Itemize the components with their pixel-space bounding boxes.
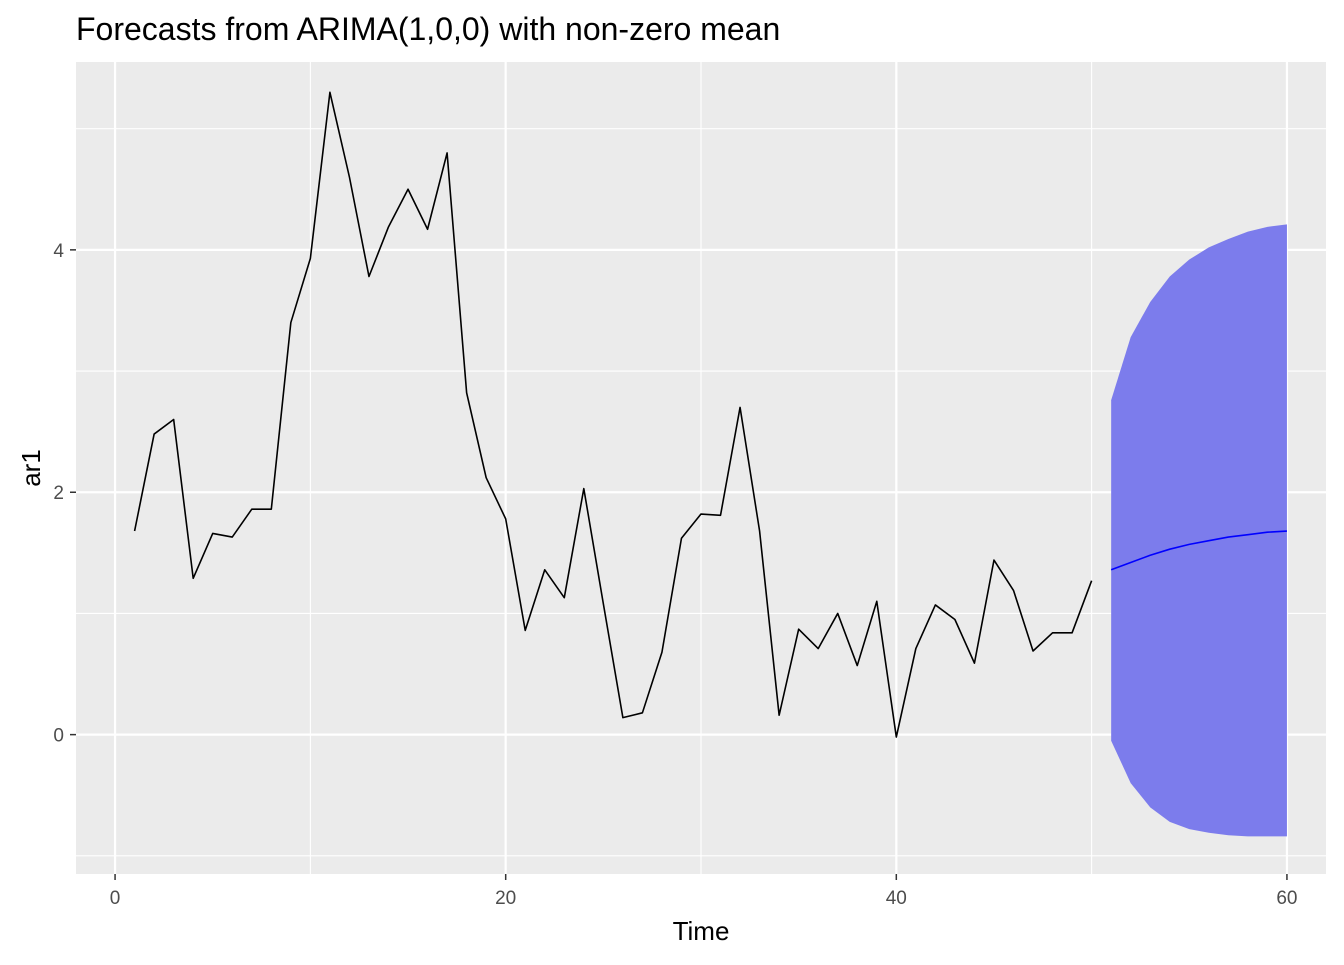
chart-title: Forecasts from ARIMA(1,0,0) with non-zer… bbox=[76, 11, 780, 47]
x-axis-title: Time bbox=[673, 916, 730, 946]
x-tick-label: 0 bbox=[110, 888, 121, 909]
y-axis-title: ar1 bbox=[16, 449, 46, 487]
x-tick-label: 40 bbox=[886, 888, 907, 909]
interval-layer bbox=[1111, 224, 1287, 837]
observed-series-line bbox=[133, 91, 1093, 738]
line-layer bbox=[133, 91, 1287, 738]
x-tick-label: 60 bbox=[1276, 888, 1297, 909]
y-tick-label: 0 bbox=[53, 726, 64, 747]
y-tick-label: 2 bbox=[53, 483, 64, 504]
y-tick-label: 4 bbox=[53, 241, 64, 262]
axis-layer: 0 20 40 60 0 2 4 bbox=[53, 241, 1297, 909]
forecast-series-line bbox=[1110, 530, 1287, 571]
x-tick-label: 20 bbox=[495, 888, 516, 909]
prediction-interval-band bbox=[1111, 224, 1287, 837]
